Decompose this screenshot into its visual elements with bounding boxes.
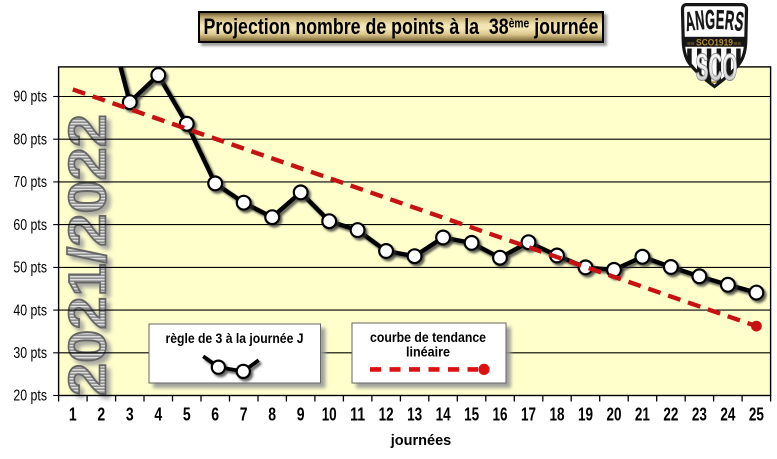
svg-text:14: 14: [436, 405, 451, 425]
svg-text:21: 21: [635, 405, 650, 425]
svg-text:50 pts: 50 pts: [13, 260, 47, 277]
svg-text:22: 22: [663, 405, 678, 425]
svg-text:≡≡: ≡≡: [734, 41, 742, 47]
svg-text:10: 10: [322, 405, 337, 425]
svg-text:17: 17: [521, 405, 536, 425]
svg-text:23: 23: [692, 405, 707, 425]
svg-text:7: 7: [240, 405, 248, 425]
svg-text:11: 11: [350, 405, 365, 425]
svg-text:30 pts: 30 pts: [13, 345, 47, 362]
svg-text:SCO1919: SCO1919: [696, 37, 733, 48]
svg-text:2021/2022: 2021/2022: [59, 114, 118, 396]
svg-text:6: 6: [211, 405, 219, 425]
svg-text:3: 3: [126, 405, 134, 425]
svg-text:9: 9: [297, 405, 305, 425]
svg-text:8: 8: [268, 405, 276, 425]
svg-text:40 pts: 40 pts: [13, 302, 47, 319]
svg-text:journées: journées: [390, 432, 451, 449]
svg-text:12: 12: [379, 405, 394, 425]
svg-text:60 pts: 60 pts: [13, 217, 47, 234]
svg-text:70 pts: 70 pts: [13, 174, 47, 191]
svg-text:15: 15: [464, 405, 479, 425]
svg-text:4: 4: [154, 405, 162, 425]
svg-text:20 pts: 20 pts: [13, 388, 47, 405]
svg-text:16: 16: [493, 405, 508, 425]
svg-text:linéaire: linéaire: [406, 345, 450, 360]
svg-text:19: 19: [578, 405, 593, 425]
svg-text:règle de 3 à la journée J: règle de 3 à la journée J: [166, 331, 304, 346]
svg-text:≡≡: ≡≡: [687, 41, 695, 47]
svg-text:13: 13: [407, 405, 422, 425]
svg-text:20: 20: [607, 405, 622, 425]
svg-text:5: 5: [183, 405, 191, 425]
svg-text:18: 18: [550, 405, 565, 425]
svg-text:80 pts: 80 pts: [13, 131, 47, 148]
svg-text:90 pts: 90 pts: [13, 89, 47, 106]
svg-text:24: 24: [720, 405, 735, 425]
svg-text:25: 25: [749, 405, 764, 425]
svg-text:courbe de tendance: courbe de tendance: [370, 330, 486, 345]
svg-text:1: 1: [69, 405, 77, 425]
svg-text:2: 2: [97, 405, 105, 425]
